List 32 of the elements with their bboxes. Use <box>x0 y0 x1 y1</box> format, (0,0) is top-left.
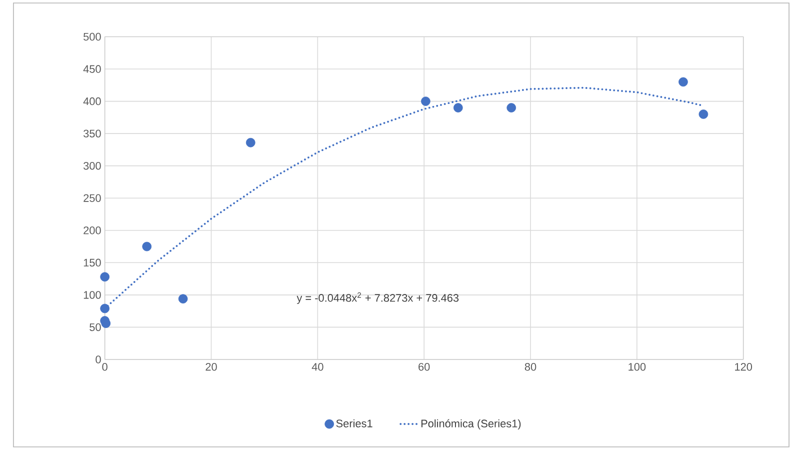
x-tick-label: 40 <box>312 363 324 371</box>
point <box>453 103 463 112</box>
x-tick-label: 80 <box>524 363 536 371</box>
y-tick-label: 300 <box>84 162 101 170</box>
x-tick-label: 100 <box>628 363 646 371</box>
point <box>100 304 110 314</box>
point <box>698 110 708 119</box>
legend-label: Polinómica (Series1) <box>421 419 521 430</box>
y-tick-label: 100 <box>84 291 101 299</box>
point <box>678 77 688 87</box>
point <box>178 294 188 304</box>
annotation: y = -0.0448x$^{2}$ + 7.8273x + 79.463 <box>296 292 459 304</box>
x-tick-label: 120 <box>735 363 752 371</box>
x-tick-label: 60 <box>418 363 430 371</box>
point <box>142 242 152 252</box>
y-tick-label: 350 <box>84 130 101 138</box>
legend-label: Series1 <box>336 419 372 428</box>
y-tick-label: 200 <box>84 226 101 234</box>
y-tick-label: 0 <box>96 356 101 364</box>
y-tick-label: 150 <box>84 258 101 267</box>
point <box>506 103 516 112</box>
y-tick-label: 50 <box>90 323 101 332</box>
x-tick-label: 20 <box>206 363 217 371</box>
point <box>246 138 256 148</box>
point <box>421 96 430 106</box>
point <box>100 272 110 282</box>
x-tick-label: 0 <box>102 363 108 371</box>
point <box>101 318 111 328</box>
y-tick-label: 400 <box>83 98 101 106</box>
y-tick-label: 450 <box>83 65 101 73</box>
y-tick-label: 500 <box>84 32 101 41</box>
y-tick-label: 250 <box>84 194 101 202</box>
